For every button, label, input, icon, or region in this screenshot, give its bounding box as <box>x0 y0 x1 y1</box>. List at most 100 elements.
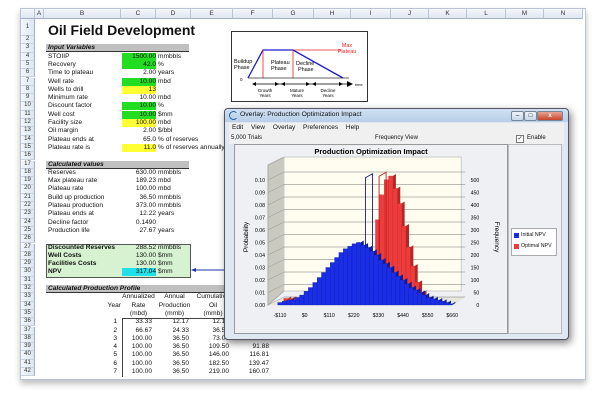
profile-cell[interactable]: 116.81 <box>249 351 269 359</box>
profile-cell[interactable]: 36.50 <box>172 351 189 359</box>
row-header-20[interactable]: 20 <box>21 185 35 194</box>
profile-cell[interactable]: 36.50 <box>172 343 189 351</box>
row-header-6[interactable]: 6 <box>21 69 35 78</box>
row-header-40[interactable]: 40 <box>21 351 35 360</box>
profile-cell[interactable]: 139.47 <box>248 359 269 367</box>
row-header-15[interactable]: 15 <box>21 143 35 153</box>
profile-cell[interactable]: 12.17 <box>212 318 229 326</box>
profile-cell[interactable]: 7 <box>113 368 117 375</box>
row-value[interactable]: 10.00 <box>139 110 156 118</box>
row-header-22[interactable]: 22 <box>21 202 35 211</box>
window-titlebar[interactable]: Overlay: Production Optimization Impact … <box>225 109 568 122</box>
row-value[interactable]: 27.67 <box>139 226 156 234</box>
column-header-j[interactable]: J <box>391 9 429 19</box>
column-header-a[interactable]: A <box>35 9 44 19</box>
row-header-33[interactable]: 33 <box>21 293 35 302</box>
row-header-39[interactable]: 39 <box>21 343 35 352</box>
row-value[interactable]: 10.00 <box>139 102 156 110</box>
enable-rotation-checkbox[interactable]: ✓ <box>516 135 524 143</box>
row-header-30[interactable]: 30 <box>21 268 35 277</box>
row-header-24[interactable]: 24 <box>21 218 35 227</box>
profile-cell[interactable]: 182.50 <box>208 359 229 367</box>
row-header-31[interactable]: 31 <box>21 276 35 285</box>
profile-cell[interactable]: 3 <box>113 334 117 342</box>
row-header-1[interactable]: 1 <box>21 19 35 36</box>
row-header-34[interactable]: 34 <box>21 301 35 310</box>
row-header-11[interactable]: 11 <box>21 110 35 119</box>
column-header-l[interactable]: L <box>467 9 506 19</box>
column-header-m[interactable]: M <box>506 9 544 19</box>
row-value[interactable]: 13 <box>148 85 156 93</box>
row-header-26[interactable]: 26 <box>21 235 35 244</box>
row-header-41[interactable]: 41 <box>21 359 35 368</box>
row-header-27[interactable]: 27 <box>21 243 35 252</box>
row-header-42[interactable]: 42 <box>21 368 35 377</box>
row-header-18[interactable]: 18 <box>21 168 35 178</box>
menu-view[interactable]: View <box>251 124 265 131</box>
row-value[interactable]: 36.50 <box>139 193 156 201</box>
profile-cell[interactable]: 100.00 <box>131 368 152 375</box>
row-header-10[interactable]: 10 <box>21 102 35 111</box>
row-value[interactable]: 130.00 <box>135 260 156 268</box>
row-value[interactable]: 189.23 <box>135 177 156 185</box>
profile-cell[interactable]: 100.00 <box>131 359 152 367</box>
row-value[interactable]: 65.0 <box>143 135 156 143</box>
menu-overlay[interactable]: Overlay <box>272 124 296 131</box>
row-header-17[interactable]: 17 <box>21 160 35 169</box>
row-value[interactable]: 100.00 <box>135 185 156 193</box>
profile-cell[interactable]: 6 <box>113 359 117 367</box>
row-value[interactable]: 42.0 <box>143 60 156 68</box>
profile-cell[interactable]: 1 <box>113 318 117 326</box>
row-header-5[interactable]: 5 <box>21 60 35 70</box>
select-all-corner[interactable] <box>21 9 35 19</box>
profile-cell[interactable]: 100.00 <box>131 351 152 359</box>
row-header-35[interactable]: 35 <box>21 309 35 319</box>
profile-cell[interactable]: 33.33 <box>135 318 152 326</box>
row-value[interactable]: 2.00 <box>143 127 156 135</box>
profile-cell[interactable]: 160.07 <box>248 368 269 375</box>
row-header-14[interactable]: 14 <box>21 135 35 144</box>
column-header-c[interactable]: C <box>121 9 156 19</box>
row-value[interactable]: 10.00 <box>139 77 156 85</box>
profile-cell[interactable]: 100.00 <box>131 343 152 351</box>
column-header-f[interactable]: F <box>233 9 273 19</box>
row-header-16[interactable]: 16 <box>21 152 35 161</box>
row-header-3[interactable]: 3 <box>21 44 35 53</box>
profile-cell[interactable]: 24.33 <box>172 326 189 334</box>
profile-cell[interactable]: 36.50 <box>172 359 189 367</box>
row-header-23[interactable]: 23 <box>21 210 35 219</box>
row-value[interactable]: 130.00 <box>135 251 156 259</box>
row-header-13[interactable]: 13 <box>21 127 35 136</box>
close-button[interactable]: x <box>537 111 563 121</box>
column-header-i[interactable]: I <box>351 9 391 19</box>
row-header-25[interactable]: 25 <box>21 226 35 236</box>
profile-cell[interactable]: 109.50 <box>208 343 229 351</box>
row-value[interactable]: 373.00 <box>135 202 156 209</box>
profile-cell[interactable]: 219.00 <box>208 368 229 375</box>
row-value[interactable]: 288.52 <box>135 243 156 251</box>
profile-cell[interactable]: 73.00 <box>212 334 229 342</box>
row-value[interactable]: 11.0 <box>143 143 156 151</box>
column-header-k[interactable]: K <box>429 9 467 19</box>
menu-help[interactable]: Help <box>345 124 360 131</box>
maximize-button[interactable]: □ <box>524 111 537 121</box>
row-header-37[interactable]: 37 <box>21 326 35 335</box>
row-header-21[interactable]: 21 <box>21 193 35 202</box>
profile-cell[interactable]: 36.50 <box>172 334 189 342</box>
row-header-36[interactable]: 36 <box>21 318 35 327</box>
column-header-b[interactable]: B <box>44 9 121 19</box>
row-value[interactable]: 317.04 <box>135 268 156 276</box>
row-value[interactable]: 630.00 <box>135 168 156 176</box>
profile-cell[interactable]: 66.67 <box>135 326 152 334</box>
profile-cell[interactable]: 4 <box>113 343 117 351</box>
row-value[interactable]: 12.22 <box>139 210 156 218</box>
menu-preferences[interactable]: Preferences <box>303 124 339 131</box>
row-header-32[interactable]: 32 <box>21 285 35 294</box>
profile-cell[interactable]: 146.00 <box>208 351 229 359</box>
row-value[interactable]: 10.00 <box>139 94 156 102</box>
row-header-38[interactable]: 38 <box>21 334 35 344</box>
column-header-n[interactable]: N <box>544 9 583 19</box>
column-header-d[interactable]: D <box>156 9 191 19</box>
view-mode[interactable]: Frequency View <box>375 135 418 141</box>
row-header-19[interactable]: 19 <box>21 177 35 186</box>
